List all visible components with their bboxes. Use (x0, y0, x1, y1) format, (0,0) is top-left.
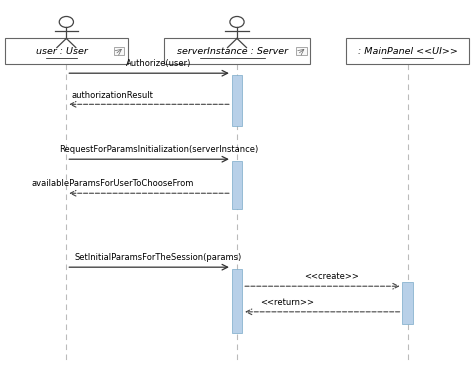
Text: serverInstance : Server: serverInstance : Server (177, 47, 288, 56)
Bar (232, 161, 242, 209)
Text: RequestForParamsInitialization(serverInstance): RequestForParamsInitialization(serverIns… (59, 145, 258, 154)
Text: <<return>>: <<return>> (260, 298, 314, 307)
Text: authorizationResult: authorizationResult (72, 90, 154, 100)
Bar (232, 269, 242, 333)
Text: <<create>>: <<create>> (304, 272, 359, 281)
Bar (5, 38, 128, 64)
Text: SetInitialParamsForTheSession(params): SetInitialParamsForTheSession(params) (75, 253, 242, 262)
Bar (296, 47, 307, 55)
Text: availableParamsForUserToChooseFrom: availableParamsForUserToChooseFrom (31, 179, 194, 188)
Bar (402, 282, 413, 324)
Text: user : User: user : User (36, 47, 88, 56)
Bar (114, 47, 124, 55)
Bar (164, 38, 310, 64)
Text: : MainPanel <<UI>>: : MainPanel <<UI>> (358, 47, 457, 56)
Text: Authorize(user): Authorize(user) (126, 59, 191, 68)
Bar (346, 38, 469, 64)
Bar (232, 75, 242, 126)
